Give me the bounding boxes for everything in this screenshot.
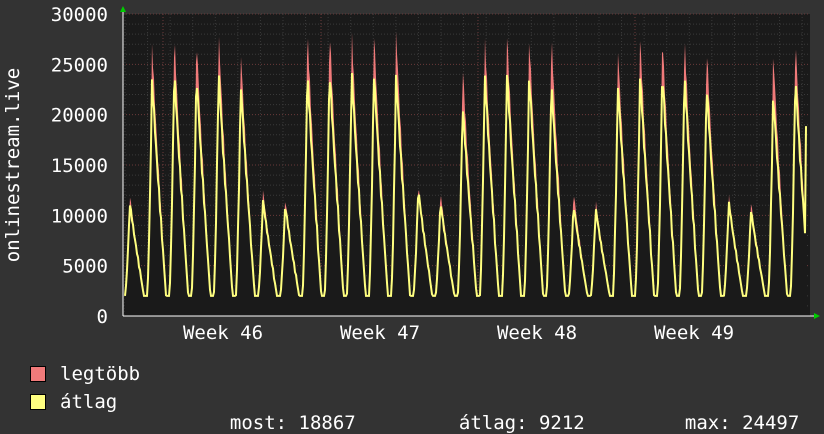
series-layer — [124, 31, 807, 316]
y-tick-label: 30000 — [51, 4, 108, 26]
legend-max: legtöbb — [30, 362, 140, 386]
y-tick-label: 0 — [97, 306, 108, 328]
x-tick-labels: Week 46 Week 47 Week 48 Week 49 — [183, 322, 734, 340]
legend-avg-swatch — [30, 394, 46, 410]
y-axis-arrow — [120, 6, 126, 12]
stat-now-label: most: — [229, 412, 288, 434]
y-tick-label: 25000 — [51, 54, 108, 76]
axes — [120, 6, 820, 319]
x-tick-label: Week 46 — [183, 322, 263, 340]
stat-now-value: 18867 — [298, 412, 356, 434]
x-tick-label: Week 49 — [654, 322, 734, 340]
stat-max-value: 24497 — [742, 412, 800, 434]
stat-avg: átlag: 9212 — [436, 390, 585, 434]
x-tick-label: Week 48 — [497, 322, 577, 340]
y-tick-labels: 0 5000 10000 15000 20000 25000 30000 — [51, 4, 108, 328]
y-tick-label: 15000 — [51, 155, 108, 177]
legend-avg: átlag — [30, 390, 117, 414]
legend-max-swatch — [30, 366, 46, 382]
x-tick-label: Week 47 — [340, 322, 420, 340]
stat-now: most: 18867 — [207, 390, 356, 434]
stat-avg-value: 9212 — [538, 412, 585, 434]
y-tick-label: 20000 — [51, 105, 108, 127]
y-axis-label: onlinestream.live — [2, 68, 24, 262]
x-axis-arrow — [814, 313, 820, 319]
legend-max-label: legtöbb — [60, 363, 141, 385]
avg-series-line — [124, 73, 807, 297]
stat-max-label: max: — [684, 412, 731, 434]
avg-mask-area — [125, 73, 806, 316]
y-tick-label: 10000 — [51, 205, 108, 227]
stat-max: max: 24497 — [662, 390, 799, 434]
y-tick-label: 5000 — [62, 256, 108, 278]
legend-avg-label: átlag — [60, 391, 118, 413]
stat-avg-label: átlag: — [458, 412, 528, 434]
